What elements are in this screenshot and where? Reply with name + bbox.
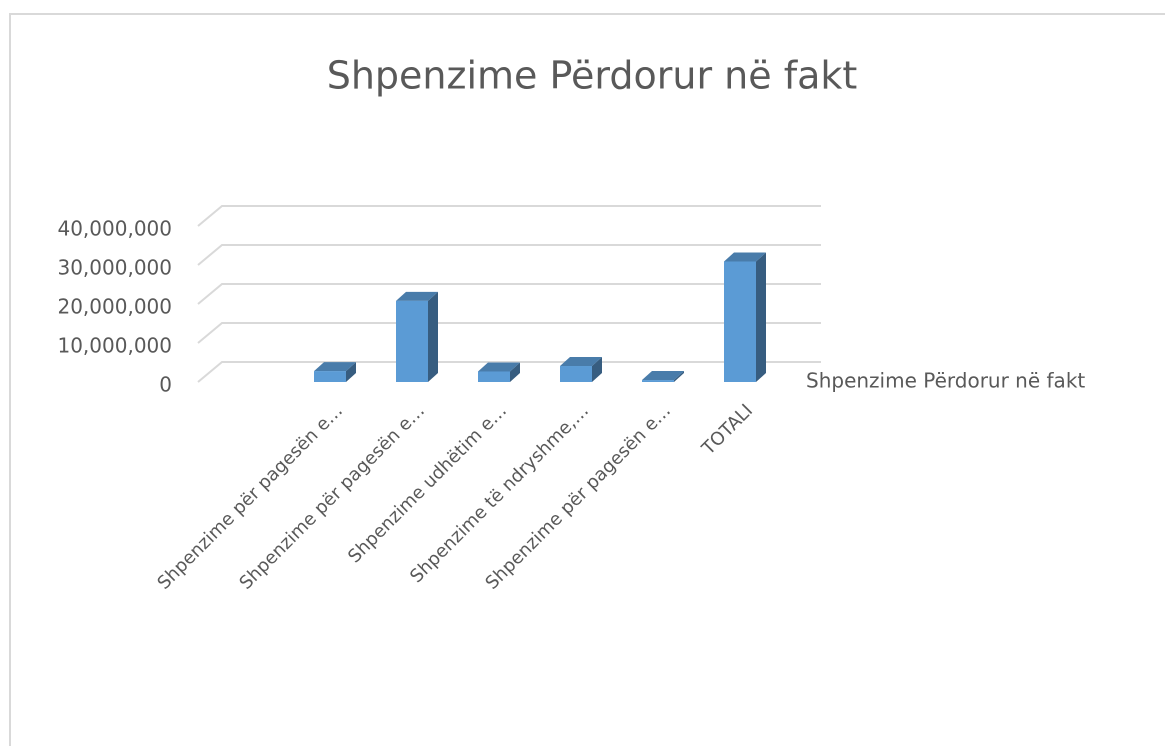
y-tick-label: 10,000,000 xyxy=(57,334,172,358)
grid-line xyxy=(197,244,821,266)
bar-side xyxy=(592,357,602,382)
bar-top xyxy=(560,357,602,367)
y-tick-label: 0 xyxy=(159,373,172,397)
bar xyxy=(396,291,438,382)
bar-front xyxy=(478,371,510,382)
bar-front xyxy=(560,366,592,382)
bar xyxy=(724,252,766,382)
legend-label: Shpenzime Përdorur në fakt xyxy=(806,369,1085,393)
bar xyxy=(478,362,520,382)
bar-front xyxy=(724,261,756,382)
bar xyxy=(560,357,602,382)
y-tick-label: 40,000,000 xyxy=(57,217,172,241)
y-tick-label: 20,000,000 xyxy=(57,295,172,319)
bar-top xyxy=(642,371,684,381)
grid-line xyxy=(197,322,821,344)
bar-side xyxy=(510,362,520,382)
grid-line xyxy=(197,361,821,383)
chart-title: Shpenzime Përdorur në fakt xyxy=(327,54,858,98)
bar-top xyxy=(724,252,766,262)
bar-front xyxy=(642,380,674,382)
bar-side xyxy=(756,252,766,382)
bar-front xyxy=(396,300,428,382)
bar-top xyxy=(314,362,356,372)
bar xyxy=(642,371,684,382)
bar-side xyxy=(674,371,684,382)
grid-line xyxy=(197,205,821,227)
bar xyxy=(314,362,356,382)
bar-front xyxy=(314,371,346,382)
bar-top xyxy=(396,291,438,301)
grid-line xyxy=(197,283,821,305)
y-tick-label: 30,000,000 xyxy=(57,256,172,280)
bar-top xyxy=(478,362,520,372)
bar-side xyxy=(428,291,438,382)
bar-side xyxy=(346,362,356,382)
